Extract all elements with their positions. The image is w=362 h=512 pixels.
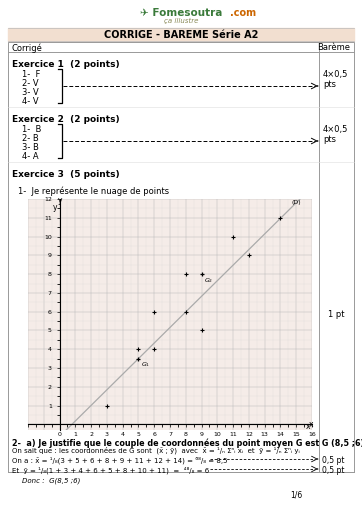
Bar [8,42,354,472]
Text: y: y [53,203,57,212]
Text: x: x [309,420,313,429]
Point [151,345,157,353]
Text: Donc :  G(8,5 ;6): Donc : G(8,5 ;6) [22,477,80,483]
Text: 4- V: 4- V [22,97,39,106]
Text: 4×0,5
pts: 4×0,5 pts [323,125,348,144]
Text: 0,5 pt: 0,5 pt [322,466,345,475]
Text: 2- B: 2- B [22,134,39,143]
Text: 2- V: 2- V [22,79,39,88]
Text: Exercice 2  (2 points): Exercice 2 (2 points) [12,115,119,124]
Text: $G_1$: $G_1$ [141,360,150,369]
Text: 4×0,5
pts: 4×0,5 pts [323,70,348,90]
Text: 1-  F: 1- F [22,70,41,79]
Bar [8,28,354,41]
Point [183,270,189,278]
Point [199,326,205,334]
Text: 1-  Je représente le nuage de points: 1- Je représente le nuage de points [18,187,169,197]
Point [199,270,205,278]
Text: CORRIGE - BAREME Série A2: CORRIGE - BAREME Série A2 [104,30,258,40]
Text: $G_2$: $G_2$ [204,275,213,285]
Text: 2-  a) Je justifie que le couple de coordonnées du point moyen G est G (8,5 ;6): 2- a) Je justifie que le couple de coord… [12,438,362,447]
Text: 1-  B: 1- B [22,125,41,134]
Point [104,401,110,410]
Point [278,214,283,222]
Text: On a : x̄ = ¹/₈(3 + 5 + 6 + 8 + 9 + 11 + 12 + 14) = ⁶⁸/₈ = 8,5: On a : x̄ = ¹/₈(3 + 5 + 6 + 8 + 9 + 11 +… [12,456,227,463]
Text: 3- V: 3- V [22,88,39,97]
Point [135,354,141,362]
Text: ça illustre: ça illustre [164,18,198,24]
Text: (D): (D) [291,200,301,205]
Text: On sait que : les coordonnées de G sont  (x̄ ; ȳ)  avec  x̄ = ¹/ₙ Σⁿᵢ xᵢ  et  ȳ : On sait que : les coordonnées de G sont … [12,447,300,455]
Text: 1/6: 1/6 [290,490,302,499]
Point [230,232,236,241]
Text: Et  ȳ = ¹/₈(1 + 3 + 4 + 6 + 5 + 8 + 10 + 11)  =  ⁴⁸/₈ = 6: Et ȳ = ¹/₈(1 + 3 + 4 + 6 + 5 + 8 + 10 + … [12,466,209,474]
Point [183,308,189,316]
Point [135,345,141,353]
Text: Barème: Barème [317,44,350,53]
Text: Exercice 1  (2 points): Exercice 1 (2 points) [12,60,119,69]
Text: 1 pt: 1 pt [328,310,345,319]
Text: 0,5 pt: 0,5 pt [322,456,345,465]
Text: Exercice 3  (5 points): Exercice 3 (5 points) [12,170,119,179]
Text: 3- B: 3- B [22,143,39,152]
Text: Corrigé: Corrigé [12,43,43,53]
Point [246,251,252,260]
Text: 4- A: 4- A [22,152,39,161]
Text: .com: .com [230,8,256,18]
Text: x: x [306,422,310,431]
Text: y: y [57,196,62,205]
Text: ✈ Fomesoutra: ✈ Fomesoutra [140,8,222,18]
Point [151,308,157,316]
